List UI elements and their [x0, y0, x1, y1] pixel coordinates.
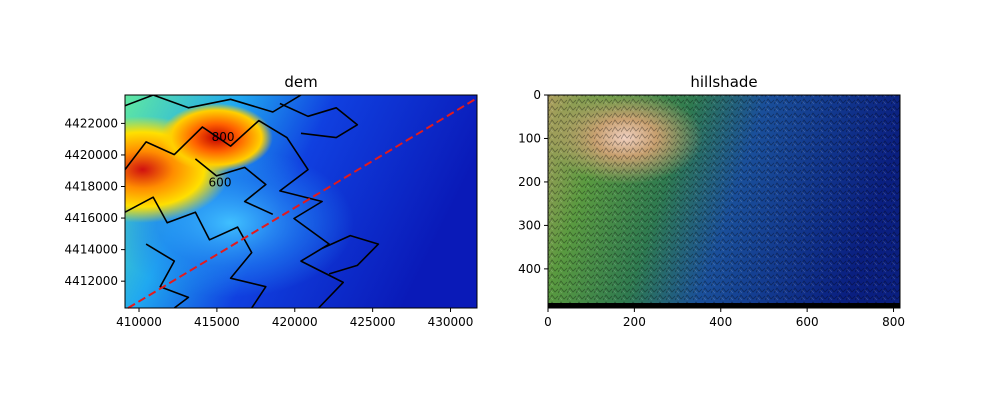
contour-line [125, 196, 267, 308]
x-tick-label: 425000 [350, 315, 396, 329]
x-tick-label: 200 [623, 315, 646, 329]
x-tick-label: 415000 [194, 315, 240, 329]
hillshade-image [548, 95, 900, 308]
contour-line [194, 158, 274, 216]
contour-label: 800 [212, 130, 235, 144]
y-tick-label: 300 [518, 218, 541, 232]
x-tick-label: 400 [709, 315, 732, 329]
dem-axes-frame [124, 94, 478, 309]
dem-title: dem [284, 73, 317, 91]
contour-label: 600 [209, 176, 232, 190]
y-tick-label: 200 [518, 175, 541, 189]
y-tick-label: 100 [518, 131, 541, 145]
y-tick-label: 0 [533, 88, 541, 102]
y-tick-label: 400 [518, 262, 541, 276]
contour-line [279, 102, 359, 139]
hillshade-axes-frame [547, 94, 901, 309]
y-tick-label: 4420000 [65, 148, 118, 162]
y-tick-label: 4418000 [65, 180, 118, 194]
x-tick-label: 420000 [272, 315, 318, 329]
x-tick-label: 800 [882, 315, 905, 329]
y-tick-label: 4416000 [65, 211, 118, 225]
x-tick-label: 600 [796, 315, 819, 329]
dem-panel: dem 600 800 410000 415000 420000 425000 43000… [65, 73, 478, 329]
y-tick-label: 4422000 [65, 116, 118, 130]
dem-image [125, 95, 477, 308]
x-tick-label: 0 [544, 315, 552, 329]
y-tick-label: 4414000 [65, 243, 118, 257]
x-tick-label: 430000 [428, 315, 474, 329]
y-tick-label: 4412000 [65, 274, 118, 288]
x-tick-label: 410000 [116, 315, 162, 329]
profile-line [127, 97, 478, 309]
dem-contours [125, 95, 380, 308]
contour-line [321, 234, 380, 275]
hillshade-title: hillshade [690, 73, 757, 91]
contour-line [125, 95, 302, 113]
hillshade-panel: hillshade 0 200 400 600 800 0 100 200 300 400 [518, 73, 905, 329]
contour-line [145, 243, 190, 308]
contour-line [125, 119, 344, 308]
